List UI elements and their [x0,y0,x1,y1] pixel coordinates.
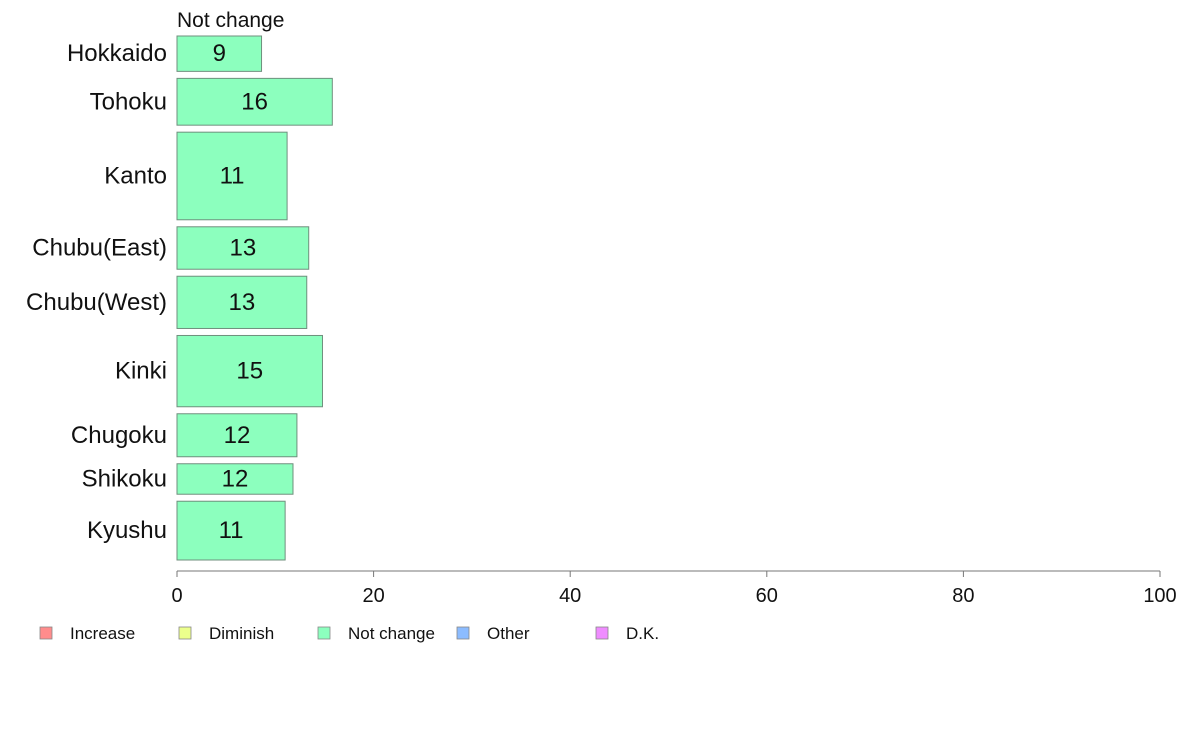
value-label: 12 [222,465,249,492]
category-label: Chubu(West) [26,289,167,316]
bars: Hokkaido 9 Tohoku 16 Kanto 11 Chubu(East) 13 Chu… [26,35,333,561]
category-label: Tohoku [90,88,167,115]
legend-item-increase: Increase [39,624,135,643]
value-label: 12 [224,422,251,449]
legend-swatch [178,626,192,640]
value-label: 11 [219,517,244,544]
bar-kyushu [176,500,286,561]
legend-label: Not change [348,624,435,643]
chart-title: Not change [177,9,284,32]
value-label: 9 [213,40,226,67]
legend: Increase Diminish Not change Other D.K. [39,624,659,643]
value-label: 13 [229,289,256,316]
legend-swatch [595,626,609,640]
value-label: 15 [236,358,263,385]
x-tick-label: 60 [756,585,778,607]
legend-swatch [39,626,53,640]
category-label: Shikoku [82,465,167,492]
bar-chubu-east [176,226,310,270]
x-tick-label: 40 [559,585,581,607]
category-label: Hokkaido [67,40,167,67]
value-label: 16 [241,88,268,115]
value-label: 13 [230,235,257,262]
bar-shikoku [176,463,294,495]
category-label: Chugoku [71,422,167,449]
legend-item-d-k: D.K. [595,624,659,643]
value-label: 11 [220,162,245,189]
legend-label: Other [487,624,530,643]
legend-item-diminish: Diminish [178,624,274,643]
bar-chugoku [176,413,298,458]
x-tick-label: 20 [362,585,384,607]
x-tick-label: 80 [952,585,974,607]
legend-label: D.K. [626,624,659,643]
legend-item-not-change: Not change [317,624,435,643]
bar-kanto [176,131,288,221]
legend-label: Diminish [209,624,274,643]
bar-kinki [176,334,323,408]
bar-tohoku [176,77,333,126]
x-tick-label: 100 [1143,585,1176,607]
legend-swatch [317,626,331,640]
category-label: Kyushu [87,517,167,544]
legend-swatch [456,626,470,640]
x-axis: 0 20 40 60 80 100 [171,570,1177,607]
category-label: Kinki [115,358,167,385]
x-tick-label: 0 [171,585,182,607]
bar-chubu-west [176,275,308,329]
category-label: Kanto [104,162,167,189]
legend-label: Increase [70,624,135,643]
bar-hokkaido [176,35,263,72]
legend-item-other: Other [456,624,530,643]
category-label: Chubu(East) [32,235,167,262]
